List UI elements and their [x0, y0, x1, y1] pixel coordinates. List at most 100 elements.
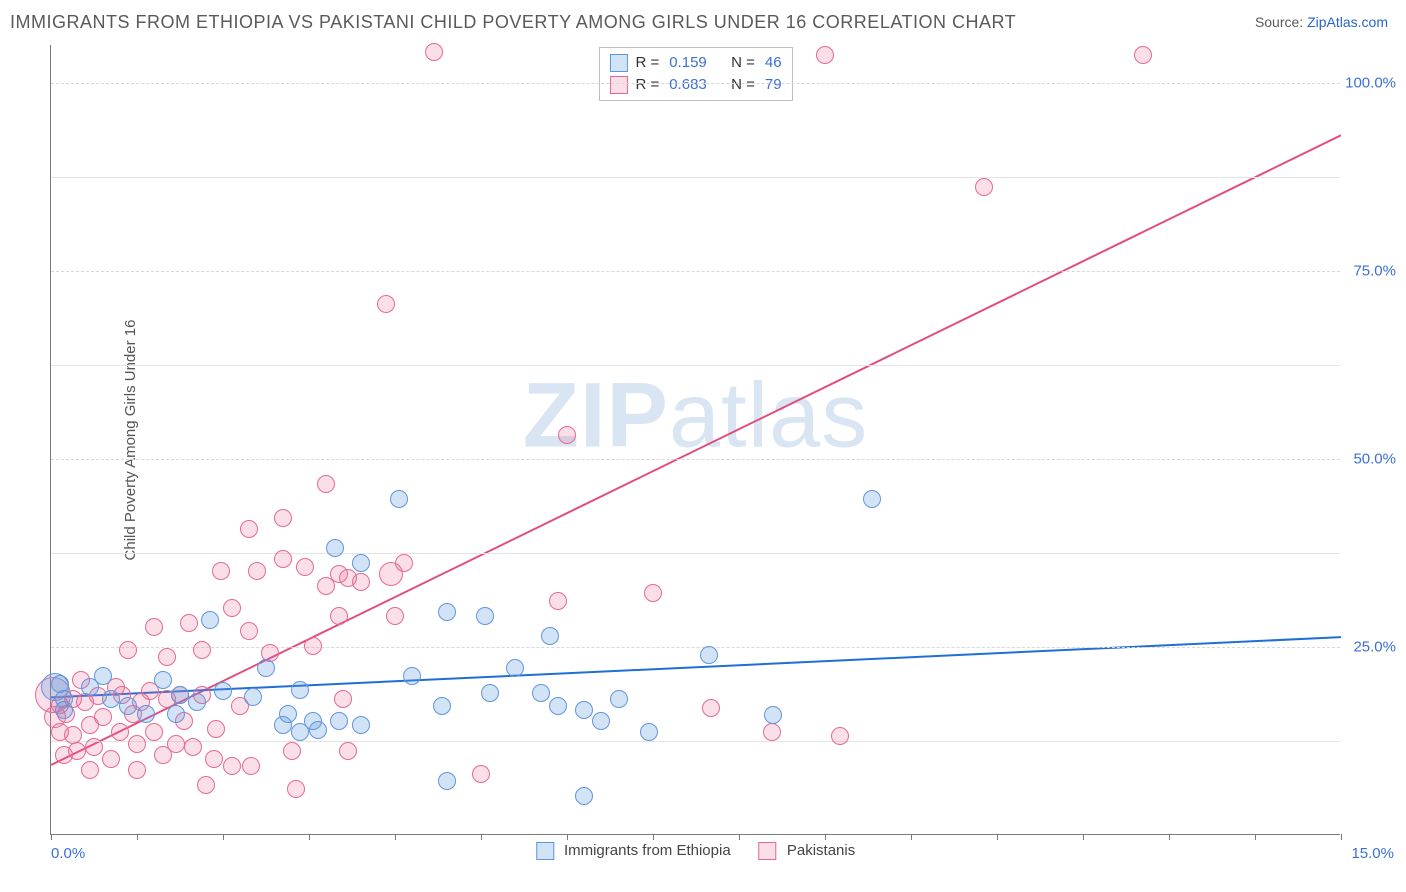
data-point-pakistani	[68, 742, 86, 760]
legend-item-ethiopia: Immigrants from Ethiopia	[536, 842, 731, 860]
data-point-pakistani	[395, 554, 413, 572]
data-point-ethiopia	[257, 659, 275, 677]
x-axis-max-label: 15.0%	[1351, 845, 1394, 862]
data-point-ethiopia	[94, 667, 112, 685]
data-point-pakistani	[644, 584, 662, 602]
data-point-ethiopia	[326, 539, 344, 557]
n-value-ethiopia: 46	[765, 52, 782, 74]
sub-gridline	[51, 177, 1340, 178]
data-point-pakistani	[287, 780, 305, 798]
data-point-ethiopia	[863, 490, 881, 508]
data-point-pakistani	[296, 558, 314, 576]
x-tick	[911, 834, 912, 840]
x-tick	[51, 834, 52, 840]
x-tick	[1341, 834, 1342, 840]
data-point-ethiopia	[390, 490, 408, 508]
data-point-ethiopia	[330, 712, 348, 730]
data-point-pakistani	[223, 757, 241, 775]
sub-gridline	[51, 553, 1340, 554]
data-point-pakistani	[248, 562, 266, 580]
data-point-pakistani	[816, 46, 834, 64]
data-point-pakistani	[317, 475, 335, 493]
data-point-pakistani	[304, 637, 322, 655]
data-point-ethiopia	[403, 667, 421, 685]
data-point-pakistani	[240, 622, 258, 640]
data-point-ethiopia	[476, 607, 494, 625]
series-legend: Immigrants from Ethiopia Pakistanis	[536, 842, 855, 860]
data-point-ethiopia	[700, 646, 718, 664]
x-tick	[395, 834, 396, 840]
data-point-pakistani	[205, 750, 223, 768]
data-point-pakistani	[212, 562, 230, 580]
data-point-pakistani	[111, 723, 129, 741]
data-point-ethiopia	[541, 627, 559, 645]
x-tick	[825, 834, 826, 840]
legend-row-ethiopia: R = 0.159 N = 46	[609, 52, 781, 74]
watermark-zip: ZIP	[523, 364, 669, 466]
data-point-ethiopia	[167, 705, 185, 723]
data-point-pakistani	[274, 509, 292, 527]
x-tick	[223, 834, 224, 840]
data-point-ethiopia	[549, 697, 567, 715]
source-label: Source:	[1255, 14, 1307, 30]
n-label: N =	[731, 74, 755, 96]
data-point-pakistani	[975, 178, 993, 196]
data-point-pakistani	[184, 738, 202, 756]
data-point-pakistani	[702, 699, 720, 717]
data-point-pakistani	[81, 761, 99, 779]
gridline	[51, 271, 1340, 272]
data-point-pakistani	[193, 641, 211, 659]
r-label: R =	[635, 74, 659, 96]
data-point-pakistani	[377, 295, 395, 313]
x-tick	[567, 834, 568, 840]
data-point-ethiopia	[102, 690, 120, 708]
gridline	[51, 83, 1340, 84]
data-point-pakistani	[128, 735, 146, 753]
scatter-plot-area: ZIPatlas R = 0.159 N = 46 R = 0.683 N = …	[50, 45, 1340, 835]
data-point-ethiopia	[506, 659, 524, 677]
data-point-ethiopia	[171, 686, 189, 704]
source-attribution: Source: ZipAtlas.com	[1255, 14, 1388, 30]
data-point-ethiopia	[438, 772, 456, 790]
x-tick	[309, 834, 310, 840]
watermark-atlas: atlas	[669, 364, 868, 466]
legend-swatch-ethiopia-icon	[536, 842, 554, 860]
data-point-pakistani	[102, 750, 120, 768]
data-point-pakistani	[472, 765, 490, 783]
data-point-pakistani	[158, 648, 176, 666]
data-point-pakistani	[240, 520, 258, 538]
y-tick-label: 50.0%	[1353, 450, 1396, 467]
r-label: R =	[635, 52, 659, 74]
trend-lines-svg	[51, 45, 1341, 835]
data-point-ethiopia	[532, 684, 550, 702]
data-point-pakistani	[180, 614, 198, 632]
data-point-pakistani	[330, 607, 348, 625]
data-point-ethiopia	[291, 681, 309, 699]
r-value-pakistani: 0.683	[669, 74, 707, 96]
data-point-pakistani	[386, 607, 404, 625]
data-point-ethiopia	[188, 693, 206, 711]
source-link[interactable]: ZipAtlas.com	[1307, 14, 1388, 30]
data-point-pakistani	[334, 690, 352, 708]
x-axis-min-label: 0.0%	[51, 845, 85, 862]
legend-swatch-pakistani	[609, 76, 627, 94]
data-point-ethiopia	[214, 682, 232, 700]
watermark: ZIPatlas	[523, 363, 868, 468]
data-point-pakistani	[831, 727, 849, 745]
data-point-pakistani	[128, 761, 146, 779]
data-point-pakistani	[119, 641, 137, 659]
data-point-pakistani	[242, 757, 260, 775]
x-tick	[739, 834, 740, 840]
data-point-ethiopia	[764, 706, 782, 724]
data-point-ethiopia	[137, 705, 155, 723]
data-point-ethiopia	[592, 712, 610, 730]
data-point-pakistani	[85, 738, 103, 756]
data-point-ethiopia	[201, 611, 219, 629]
data-point-pakistani	[94, 708, 112, 726]
data-point-pakistani	[549, 592, 567, 610]
data-point-pakistani	[223, 599, 241, 617]
data-point-ethiopia	[304, 712, 322, 730]
x-tick	[137, 834, 138, 840]
legend-swatch-pakistani-icon	[759, 842, 777, 860]
data-point-pakistani	[145, 618, 163, 636]
